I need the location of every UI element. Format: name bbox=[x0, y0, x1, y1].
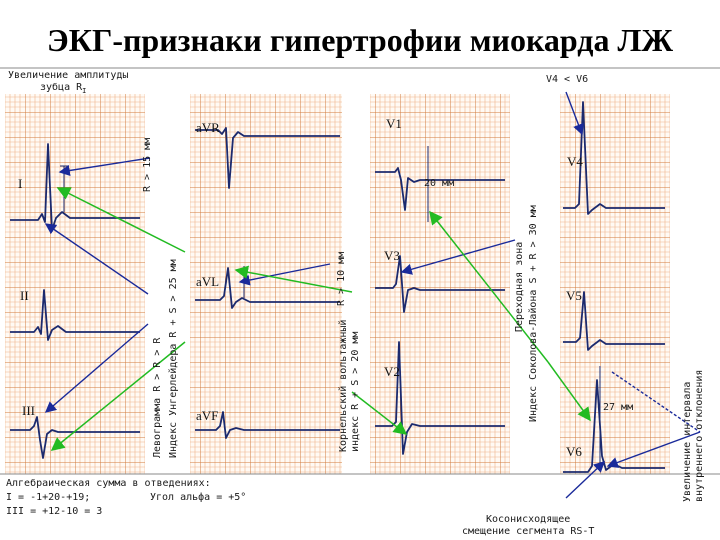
trace-lead-v6 bbox=[563, 379, 665, 473]
lead-label-avl: aVL bbox=[196, 274, 219, 289]
lead-label-v3: V3 bbox=[384, 248, 400, 263]
lead-label-v5: V5 bbox=[566, 288, 582, 303]
lead-label-i: I bbox=[18, 176, 22, 191]
ravl-label: R > 10 мм bbox=[336, 252, 347, 306]
grid-panel-limb-left bbox=[5, 94, 145, 474]
lead-label-avf: aVF bbox=[196, 408, 218, 423]
lead-label-v4: V4 bbox=[567, 154, 583, 169]
st-line2: смещение сегмента RS-T bbox=[462, 526, 594, 537]
ampl-line1: Увеличение амплитуды bbox=[8, 70, 128, 81]
lead-label-v1: V1 bbox=[386, 116, 402, 131]
grid-panel-limb-right bbox=[190, 94, 342, 474]
arrow-v4v6 bbox=[565, 91, 584, 136]
levogramma-label: Левограмма R > R > R bbox=[152, 337, 163, 458]
sum-title: Алгебраическая сумма в отведениях: bbox=[6, 477, 211, 489]
trace-lead-v3 bbox=[375, 255, 505, 313]
vat-line1: Увеличение интервала bbox=[682, 382, 693, 502]
lead-label-iii: III bbox=[22, 403, 35, 418]
arrow-sokolov-v5 bbox=[547, 361, 591, 422]
mm20-label: 20 мм bbox=[424, 178, 454, 189]
arrow-ravl bbox=[238, 263, 331, 286]
r15-label: R > 15 мм bbox=[142, 138, 153, 192]
trace-lead-v4 bbox=[563, 101, 665, 215]
arrow-st bbox=[565, 461, 606, 499]
arrow-levogramma-i bbox=[44, 223, 149, 295]
trace-lead-i bbox=[10, 143, 140, 231]
ampl-line2: зубца RI bbox=[40, 81, 86, 95]
lead-label-ii: II bbox=[20, 288, 29, 303]
grid-panel-chest-right bbox=[560, 94, 670, 474]
ecg-figure: I II III aVR aVL aVF V1 V3 V2 V4 V5 V6 У… bbox=[0, 67, 720, 537]
arrow-transition bbox=[400, 239, 516, 275]
ungerleider-label: Индекс Унгерлейдера R + S > 25 мм bbox=[167, 259, 179, 458]
arrow-levogramma-iii bbox=[44, 323, 149, 413]
alpha-label: Угол альфа = +5° bbox=[150, 491, 246, 503]
vat-line2: внутреннего отклонения bbox=[694, 370, 705, 502]
trace-lead-avr bbox=[195, 127, 340, 189]
st-line1: Косонисходящее bbox=[486, 514, 570, 525]
slide-title: ЭКГ-признаки гипертрофии миокарда ЛЖ bbox=[47, 22, 673, 58]
sum-iii: III = +12-10 = 3 bbox=[6, 506, 102, 517]
arrow-r15 bbox=[58, 157, 151, 177]
trace-lead-iii bbox=[10, 416, 140, 459]
arrow-vat bbox=[606, 431, 701, 468]
cornell-line2: индекс R + S > 20 мм bbox=[350, 332, 361, 452]
v4v6-label: V4 < V6 bbox=[546, 74, 588, 85]
grid-panel-chest-left bbox=[370, 94, 510, 474]
arrow-ungerleider-r bbox=[56, 187, 186, 253]
arrow-cornell-avl bbox=[234, 265, 353, 293]
trace-lead-ii bbox=[10, 289, 140, 341]
trace-lead-avl bbox=[195, 267, 340, 309]
mm27-label: 27 мм bbox=[603, 402, 633, 413]
arrow-ungerleider-s bbox=[50, 341, 186, 451]
trace-lead-avf bbox=[195, 411, 340, 439]
sokolov-label: Индекс Соколова-Лайона S + R > 30 мм bbox=[527, 205, 539, 422]
cornell-line1: Корнельский вольтажный bbox=[337, 320, 349, 452]
arrow-cornell-v3 bbox=[351, 391, 408, 435]
lead-label-avr: aVR bbox=[196, 120, 220, 135]
trace-lead-v5 bbox=[563, 291, 665, 351]
trace-lead-v1 bbox=[375, 167, 505, 211]
lead-label-v6: V6 bbox=[566, 444, 582, 459]
transition-label: Переходная зона bbox=[514, 242, 525, 332]
sum-i: I = -1+20-+19; bbox=[6, 492, 90, 503]
arrow-sokolov-v1 bbox=[429, 210, 549, 363]
lead-label-v2: V2 bbox=[384, 364, 400, 379]
